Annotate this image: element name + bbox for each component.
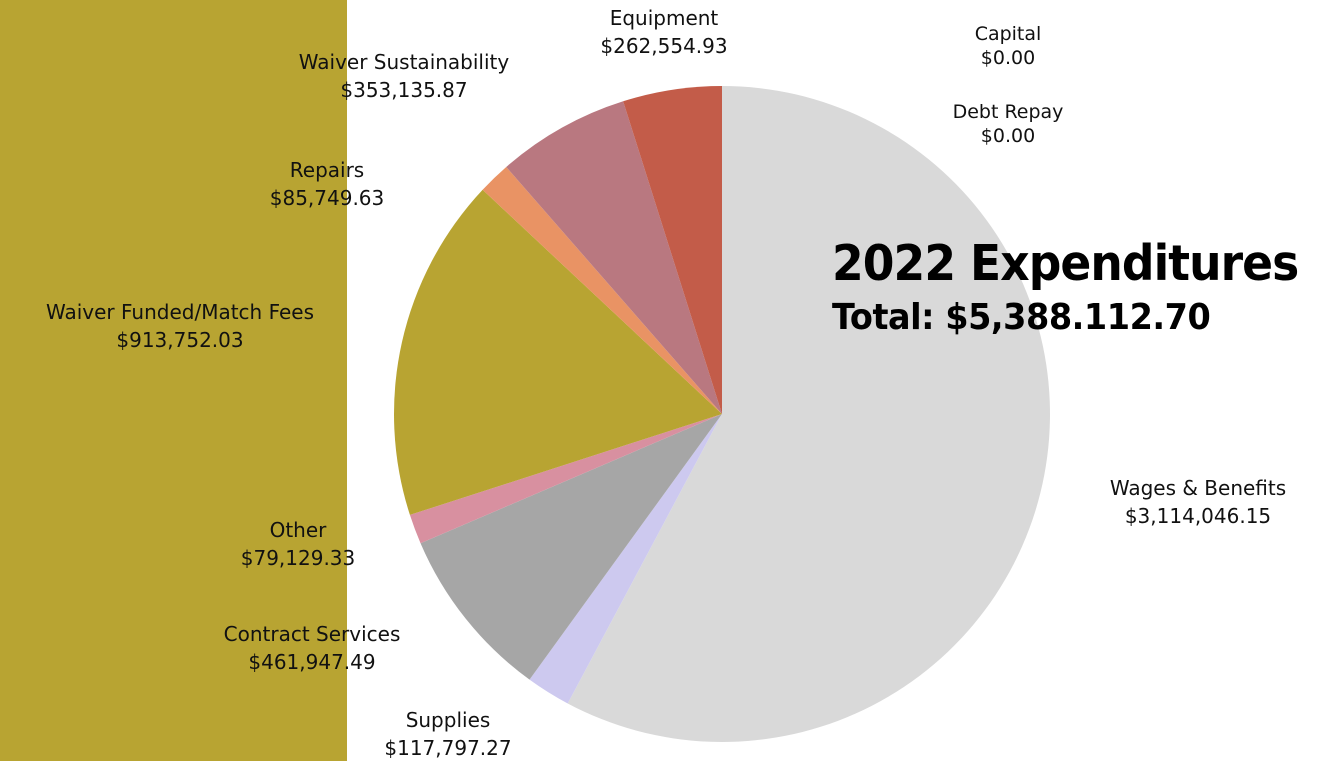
slice-label-wages-benefits: Wages & Benefits $3,114,046.15 — [1110, 474, 1286, 530]
chart-subtitle: Total: $5,388.112.70 — [832, 297, 1211, 338]
slice-label-value: $913,752.03 — [116, 328, 244, 352]
slice-label-value: $3,114,046.15 — [1124, 504, 1272, 528]
slice-label-name: Repairs — [289, 158, 365, 182]
slice-label-value: $79,129.33 — [240, 546, 356, 570]
slice-label-name: Contract Services — [223, 622, 401, 646]
slice-label-waiver-sustainability: Waiver Sustainability $353,135.87 — [299, 48, 509, 104]
pie-slice-repairs — [482, 166, 722, 414]
slice-label-name: Waiver Funded/Match Fees — [45, 300, 315, 324]
slice-label-contract-services: Contract Services $461,947.49 — [224, 620, 401, 676]
slice-label-value: $0.00 — [980, 125, 1036, 147]
slice-label-name: Wages & Benefits — [1109, 476, 1287, 500]
slice-label-name: Supplies — [405, 708, 491, 732]
chart-title-block: 2022 Expenditures Total: $5,388.112.70 — [832, 228, 1320, 336]
pie-slice-wages-benefits — [567, 86, 1050, 742]
slice-label-name: Capital — [974, 23, 1042, 45]
chart-title: 2022 Expenditures — [832, 235, 1299, 292]
slice-label-value: $85,749.63 — [269, 186, 385, 210]
pie-slice-supplies — [529, 414, 722, 704]
slice-label-value: $262,554.93 — [600, 34, 728, 58]
slice-label-repairs: Repairs $85,749.63 — [270, 156, 385, 212]
slice-label-capital: Capital $0.00 — [975, 22, 1042, 70]
pie-slice-other — [409, 414, 722, 544]
slice-label-name: Waiver Sustainability — [298, 50, 510, 74]
slice-label-value: $117,797.27 — [384, 736, 512, 760]
slice-label-debt-repay: Debt Repay $0.00 — [953, 100, 1064, 148]
slice-label-name: Equipment — [609, 6, 719, 30]
pie-slice-equipment — [623, 86, 722, 414]
slice-label-equipment: Equipment $262,554.93 — [600, 4, 727, 60]
pie-slice-waiver-funded-match-fees — [394, 189, 722, 515]
slice-label-other: Other $79,129.33 — [241, 516, 356, 572]
side-color-band — [0, 0, 347, 761]
slice-label-value: $0.00 — [980, 47, 1036, 69]
pie-slice-waiver-sustainability — [506, 101, 722, 414]
slice-label-name: Debt Repay — [952, 101, 1064, 123]
slice-label-supplies: Supplies $117,797.27 — [384, 706, 511, 762]
slice-label-waiver-funded-match-fees: Waiver Funded/Match Fees $913,752.03 — [46, 298, 314, 354]
slice-label-value: $353,135.87 — [340, 78, 468, 102]
slice-label-name: Other — [269, 518, 327, 542]
pie-slice-contract-services — [420, 414, 722, 680]
slice-label-value: $461,947.49 — [248, 650, 376, 674]
